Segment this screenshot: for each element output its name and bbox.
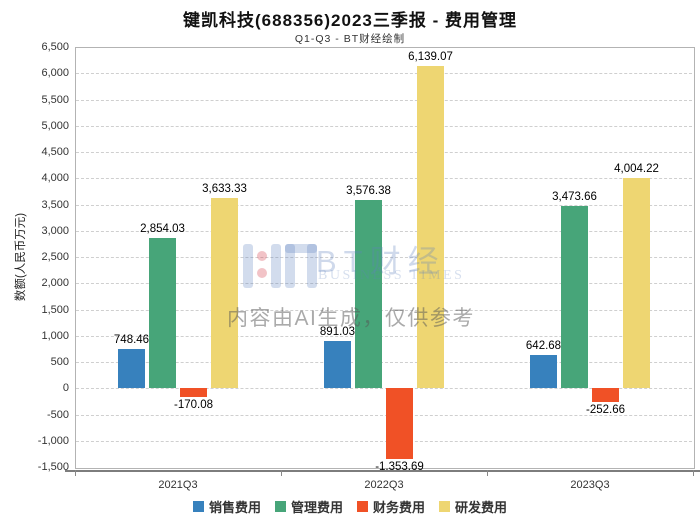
- chart-title: 键凯科技(688356)2023三季报 - 费用管理: [183, 11, 517, 30]
- gridline: [76, 73, 692, 75]
- x-axis-tick: [75, 470, 76, 476]
- legend-label: 销售费用: [208, 500, 261, 515]
- gridline: [76, 152, 692, 153]
- watermark-disclaimer: 内容由AI生成，仅供参考: [227, 307, 475, 330]
- legend-swatch-icon: [439, 501, 451, 512]
- legend-item-研发费用[interactable]: 研发费用: [439, 497, 507, 516]
- y-tick-label: 1,000: [41, 329, 69, 342]
- legend-item-财务费用[interactable]: 财务费用: [357, 497, 425, 516]
- legend-label: 管理费用: [290, 500, 343, 515]
- y-tick-label: 2,500: [41, 251, 69, 263]
- bar-value-label: 3,633.33: [202, 182, 247, 195]
- y-tick-label: 5,500: [41, 93, 69, 106]
- gridline: [76, 440, 692, 442]
- bar-value-label: -252.66: [585, 403, 626, 416]
- y-tick-label: -1,500: [37, 461, 69, 473]
- x-axis-line: [65, 470, 700, 472]
- y-tick-label: 2,000: [41, 277, 69, 290]
- bar-value-label: 2,854.03: [140, 223, 185, 236]
- bar-value-label: 642.68: [525, 339, 562, 352]
- gridline: [76, 414, 692, 416]
- bar-财务费用-2022Q3[interactable]: [386, 388, 413, 460]
- bar-研发费用-2021Q3[interactable]: [211, 197, 238, 389]
- bar-销售费用-2021Q3[interactable]: [118, 348, 145, 389]
- gridline: [76, 99, 692, 101]
- bar-管理费用-2022Q3[interactable]: [355, 200, 382, 389]
- x-category-label: 2023Q3: [570, 479, 610, 491]
- bt-logo-watermark-icon: [243, 242, 319, 290]
- legend-item-管理费用[interactable]: 管理费用: [274, 497, 343, 516]
- y-tick-label: 3,000: [41, 224, 69, 237]
- bar-研发费用-2022Q3[interactable]: [417, 65, 444, 389]
- bar-销售费用-2022Q3[interactable]: [324, 341, 351, 389]
- legend-item-销售费用[interactable]: 销售费用: [192, 497, 261, 516]
- gridline: [76, 309, 692, 311]
- legend-swatch-icon: [192, 501, 204, 512]
- x-axis-tick: [693, 470, 694, 476]
- legend: 销售费用 管理费用 财务费用 研发费用: [0, 497, 700, 516]
- y-tick-label: -500: [46, 408, 69, 421]
- y-tick-label: 6,000: [41, 67, 69, 80]
- gridline: [76, 204, 692, 206]
- y-tick-label: 500: [50, 356, 69, 368]
- gridline: [76, 257, 692, 258]
- gridline: [76, 125, 692, 127]
- bar-销售费用-2023Q3[interactable]: [530, 354, 557, 389]
- bar-财务费用-2021Q3[interactable]: [180, 388, 207, 398]
- y-tick-label: 1,500: [41, 303, 69, 316]
- y-tick-label: 4,000: [41, 172, 69, 185]
- x-category-label: 2022Q3: [364, 479, 404, 491]
- legend-label: 研发费用: [455, 500, 508, 515]
- x-axis-tick: [487, 470, 488, 476]
- legend-swatch-icon: [357, 501, 368, 512]
- y-tick-label: 5,000: [41, 119, 69, 132]
- x-category-label: 2021Q3: [158, 479, 198, 491]
- legend-label: 财务费用: [373, 500, 426, 515]
- bar-value-label: -170.08: [173, 399, 214, 412]
- bar-管理费用-2023Q3[interactable]: [561, 205, 588, 389]
- bar-value-label: 4,004.22: [614, 163, 659, 176]
- plot-frame: [75, 47, 695, 469]
- gridline: [76, 283, 692, 285]
- bar-管理费用-2021Q3[interactable]: [149, 238, 176, 389]
- y-tick-label: 3,500: [41, 198, 69, 211]
- bar-研发费用-2023Q3[interactable]: [623, 178, 650, 389]
- x-axis-tick: [281, 470, 282, 476]
- watermark-brand-sub: BUSINESS TIMES: [318, 268, 465, 283]
- bar-value-label: 3,576.38: [346, 185, 391, 198]
- gridline: [76, 178, 692, 180]
- y-tick-label: 4,500: [41, 146, 69, 158]
- y-tick-label: 6,500: [41, 41, 69, 53]
- watermark-brand: BT财经: [316, 244, 446, 279]
- bar-value-label: 891.03: [319, 326, 356, 339]
- gridline: [76, 335, 692, 337]
- chart-subtitle: Q1-Q3 - BT财经绘制: [294, 33, 406, 45]
- gridline: [76, 388, 692, 390]
- y-tick-label: 0: [62, 382, 69, 395]
- bar-value-label: 3,473.66: [552, 190, 597, 203]
- legend-swatch-icon: [274, 501, 286, 512]
- bar-value-label: 748.46: [113, 333, 150, 346]
- bar-财务费用-2023Q3[interactable]: [592, 388, 619, 402]
- gridline: [76, 230, 692, 232]
- y-tick-label: -1,000: [37, 434, 69, 447]
- bar-value-label: 6,139.07: [408, 50, 453, 63]
- gridline: [76, 362, 692, 363]
